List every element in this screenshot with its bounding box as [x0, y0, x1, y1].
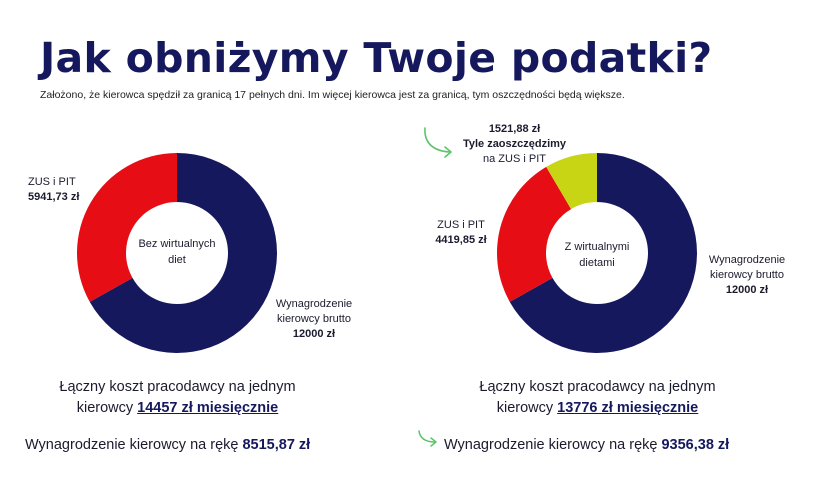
- left-zus-label: ZUS i PIT 5941,73 zł: [28, 176, 80, 203]
- right-net-value: 9356,38 zł: [661, 437, 730, 453]
- right-net-salary: Wynagrodzenie kierowcy na rękę 9356,38 z…: [444, 437, 730, 453]
- right-zus-label: ZUS i PIT 4419,85 zł: [435, 219, 487, 246]
- right-employer-cost: Łączny koszt pracodawcy na jednym kierow…: [479, 379, 716, 416]
- right-cost-value: 13776 zł miesięcznie: [557, 400, 699, 416]
- right-zus-value: 4419,85 zł: [435, 234, 487, 246]
- left-net-value: 8515,87 zł: [242, 437, 311, 453]
- right-donut-slice-3: [546, 153, 597, 210]
- right-salary-label: Wynagrodzenie kierowcy brutto 12000 zł: [708, 254, 786, 296]
- right-savings-label: 1521,88 zł Tyle zaoszczędzimy na ZUS i P…: [462, 123, 567, 165]
- page-subtitle: Założono, że kierowca spędził za granicą…: [40, 89, 625, 101]
- left-center-label: Bez wirtualnych diet: [138, 238, 216, 266]
- left-donut-slice-1: [89, 153, 278, 353]
- left-salary-label: Wynagrodzenie kierowcy brutto 12000 zł: [275, 298, 353, 340]
- right-donut-slice-2: [497, 166, 572, 302]
- right-savings-value: 1521,88 zł: [488, 123, 541, 135]
- net-salary-arrow-icon: [418, 430, 437, 447]
- right-center-label: Z wirtualnymi dietami: [564, 241, 630, 269]
- left-employer-cost: Łączny koszt pracodawcy na jednym kierow…: [59, 379, 296, 416]
- left-zus-value: 5941,73 zł: [28, 191, 80, 203]
- right-donut-slice-1: [509, 153, 697, 353]
- left-salary-value: 12000 zł: [292, 328, 336, 340]
- right-salary-value: 12000 zł: [725, 284, 769, 296]
- left-donut-slice-2: [77, 153, 177, 302]
- donut-chart-with-diets: [497, 153, 697, 353]
- left-net-salary: Wynagrodzenie kierowcy na rękę 8515,87 z…: [25, 437, 311, 453]
- left-cost-value: 14457 zł miesięcznie: [137, 400, 279, 416]
- donut-chart-without-diets: [77, 153, 278, 353]
- savings-arrow-icon: [424, 127, 452, 158]
- page-title: Jak obniżymy Twoje podatki?: [40, 34, 713, 82]
